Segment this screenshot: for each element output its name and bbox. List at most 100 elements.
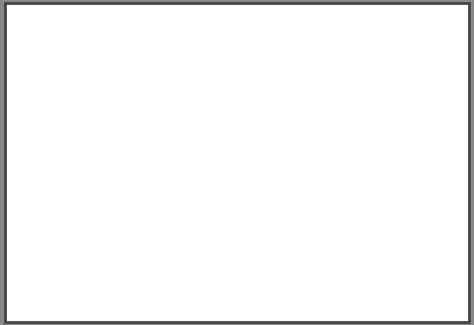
Bar xyxy=(56,150,110,164)
Text: Weight
(lb/ft²): Weight (lb/ft²) xyxy=(228,105,255,124)
Bar xyxy=(266,291,328,305)
Bar xyxy=(217,164,266,178)
Bar xyxy=(159,249,217,263)
Bar xyxy=(159,206,217,220)
Bar xyxy=(159,136,217,150)
Bar xyxy=(328,206,382,220)
Text: 20: 20 xyxy=(28,194,42,204)
Text: 1.5000: 1.5000 xyxy=(118,195,150,204)
Bar xyxy=(159,263,217,277)
Bar xyxy=(14,249,56,263)
Bar xyxy=(266,206,328,220)
Text: 5.0000: 5.0000 xyxy=(118,265,150,274)
Text: Galvanized Steel: Galvanized Steel xyxy=(160,71,265,80)
Bar xyxy=(159,305,217,318)
Bar xyxy=(14,58,56,92)
Bar xyxy=(266,192,328,206)
Bar xyxy=(217,235,266,249)
Bar xyxy=(266,192,328,206)
Bar xyxy=(266,291,328,305)
Bar xyxy=(159,150,217,164)
Bar xyxy=(328,92,382,136)
Text: 0.0478: 0.0478 xyxy=(67,209,99,218)
Bar xyxy=(56,136,110,150)
Bar xyxy=(217,291,266,305)
Bar xyxy=(266,92,328,136)
Bar xyxy=(328,220,382,235)
Text: 0.1680: 0.1680 xyxy=(172,293,204,302)
Bar xyxy=(217,277,266,291)
Text: 0.9060: 0.9060 xyxy=(226,153,257,162)
Bar xyxy=(328,150,382,164)
Bar xyxy=(328,249,382,263)
Text: 11: 11 xyxy=(28,265,42,275)
Bar xyxy=(266,164,328,178)
Bar xyxy=(328,192,382,206)
Text: 0.0190: 0.0190 xyxy=(172,139,204,148)
Bar xyxy=(56,249,110,263)
Bar xyxy=(110,263,159,277)
Text: 2.5000: 2.5000 xyxy=(119,223,150,232)
Text: 2.6560: 2.6560 xyxy=(226,223,257,232)
Bar xyxy=(159,220,217,235)
Text: 14: 14 xyxy=(28,237,42,246)
Bar xyxy=(56,206,110,220)
Bar xyxy=(14,206,56,220)
Bar xyxy=(110,150,159,164)
Text: 7.8710: 7.8710 xyxy=(339,307,371,316)
Bar xyxy=(266,305,328,318)
Text: 0.0187: 0.0187 xyxy=(282,153,313,162)
Bar xyxy=(328,263,382,277)
Text: 0.1406: 0.1406 xyxy=(282,279,313,288)
Text: Gauge
Decimal
(inches): Gauge Decimal (inches) xyxy=(282,99,313,129)
Bar xyxy=(266,92,328,136)
Bar xyxy=(266,263,328,277)
Bar xyxy=(159,150,217,164)
Bar xyxy=(110,235,159,249)
Text: 1.1560: 1.1560 xyxy=(226,167,257,176)
Text: Sheet Steel: Sheet Steel xyxy=(72,71,144,80)
Bar xyxy=(159,206,217,220)
Text: 6.8750: 6.8750 xyxy=(118,293,150,302)
Bar xyxy=(266,136,328,150)
Bar xyxy=(14,235,56,249)
Bar xyxy=(14,249,56,263)
Text: 4.3750: 4.3750 xyxy=(119,251,150,260)
Bar xyxy=(266,150,328,164)
Text: 0.1719: 0.1719 xyxy=(282,293,313,302)
Bar xyxy=(266,178,328,192)
Text: 0.0156: 0.0156 xyxy=(282,139,313,148)
Bar xyxy=(56,178,110,192)
Text: 0.7810: 0.7810 xyxy=(226,139,257,148)
Bar xyxy=(14,192,56,206)
Bar xyxy=(328,277,382,291)
Text: Weight
(lb/ft²): Weight (lb/ft²) xyxy=(121,105,148,124)
Bar xyxy=(328,192,382,206)
Text: 5.6700: 5.6700 xyxy=(339,279,371,288)
Bar xyxy=(110,164,159,178)
Bar xyxy=(159,192,217,206)
Bar xyxy=(217,305,266,318)
Text: 26: 26 xyxy=(28,152,42,162)
Text: 0.0149: 0.0149 xyxy=(67,139,99,148)
Bar xyxy=(14,92,56,136)
Bar xyxy=(159,263,217,277)
Bar xyxy=(14,235,56,249)
Bar xyxy=(159,277,217,291)
Bar xyxy=(56,305,110,318)
Bar xyxy=(110,136,159,150)
Bar xyxy=(14,277,56,291)
Bar xyxy=(217,136,266,150)
Bar xyxy=(159,291,217,305)
Text: 1.6560: 1.6560 xyxy=(226,195,257,204)
Bar xyxy=(56,206,110,220)
Bar xyxy=(159,92,217,136)
Text: 0.1644: 0.1644 xyxy=(68,293,99,302)
Text: 0.1046: 0.1046 xyxy=(67,251,99,260)
Bar xyxy=(159,58,266,92)
Bar xyxy=(217,235,266,249)
Bar xyxy=(328,136,382,150)
Bar xyxy=(110,192,159,206)
Bar xyxy=(14,305,56,318)
Text: 2.1560: 2.1560 xyxy=(226,209,257,218)
